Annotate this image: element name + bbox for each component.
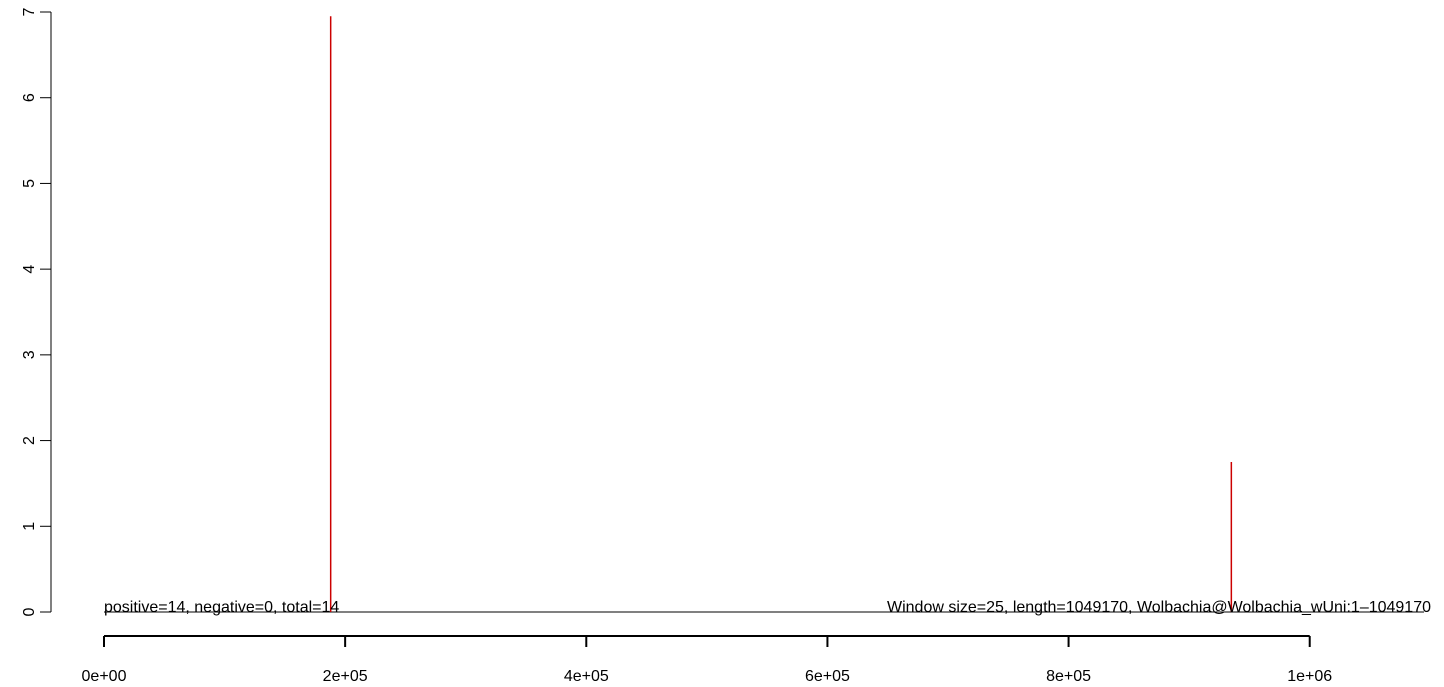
x-tick-label: 6e+05 — [805, 668, 850, 685]
y-axis: 0 1 2 3 4 5 6 7 — [21, 7, 52, 616]
x-tick-label: 1e+06 — [1287, 668, 1332, 685]
y-tick-label: 6 — [21, 93, 38, 102]
y-tick-label: 0 — [21, 607, 38, 616]
x-tick-label: 4e+05 — [564, 668, 609, 685]
plot-area — [104, 16, 1424, 613]
x-tick-label: 8e+05 — [1046, 668, 1091, 685]
summary-annotation: positive=14, negative=0, total=14 — [104, 599, 339, 616]
y-tick-label: 5 — [21, 179, 38, 188]
y-tick-label: 1 — [21, 522, 38, 531]
y-tick-label: 2 — [21, 436, 38, 445]
x-axis: 0e+00 2e+05 4e+05 6e+05 8e+05 1e+06 — [82, 635, 1332, 685]
x-tick-label: 2e+05 — [323, 668, 368, 685]
x-tick-label: 0e+00 — [82, 668, 127, 685]
y-tick-label: 7 — [21, 7, 38, 16]
y-tick-label: 3 — [21, 350, 38, 359]
window-annotation: Window size=25, length=1049170, Wolbachi… — [887, 599, 1431, 616]
y-tick-label: 4 — [21, 265, 38, 274]
